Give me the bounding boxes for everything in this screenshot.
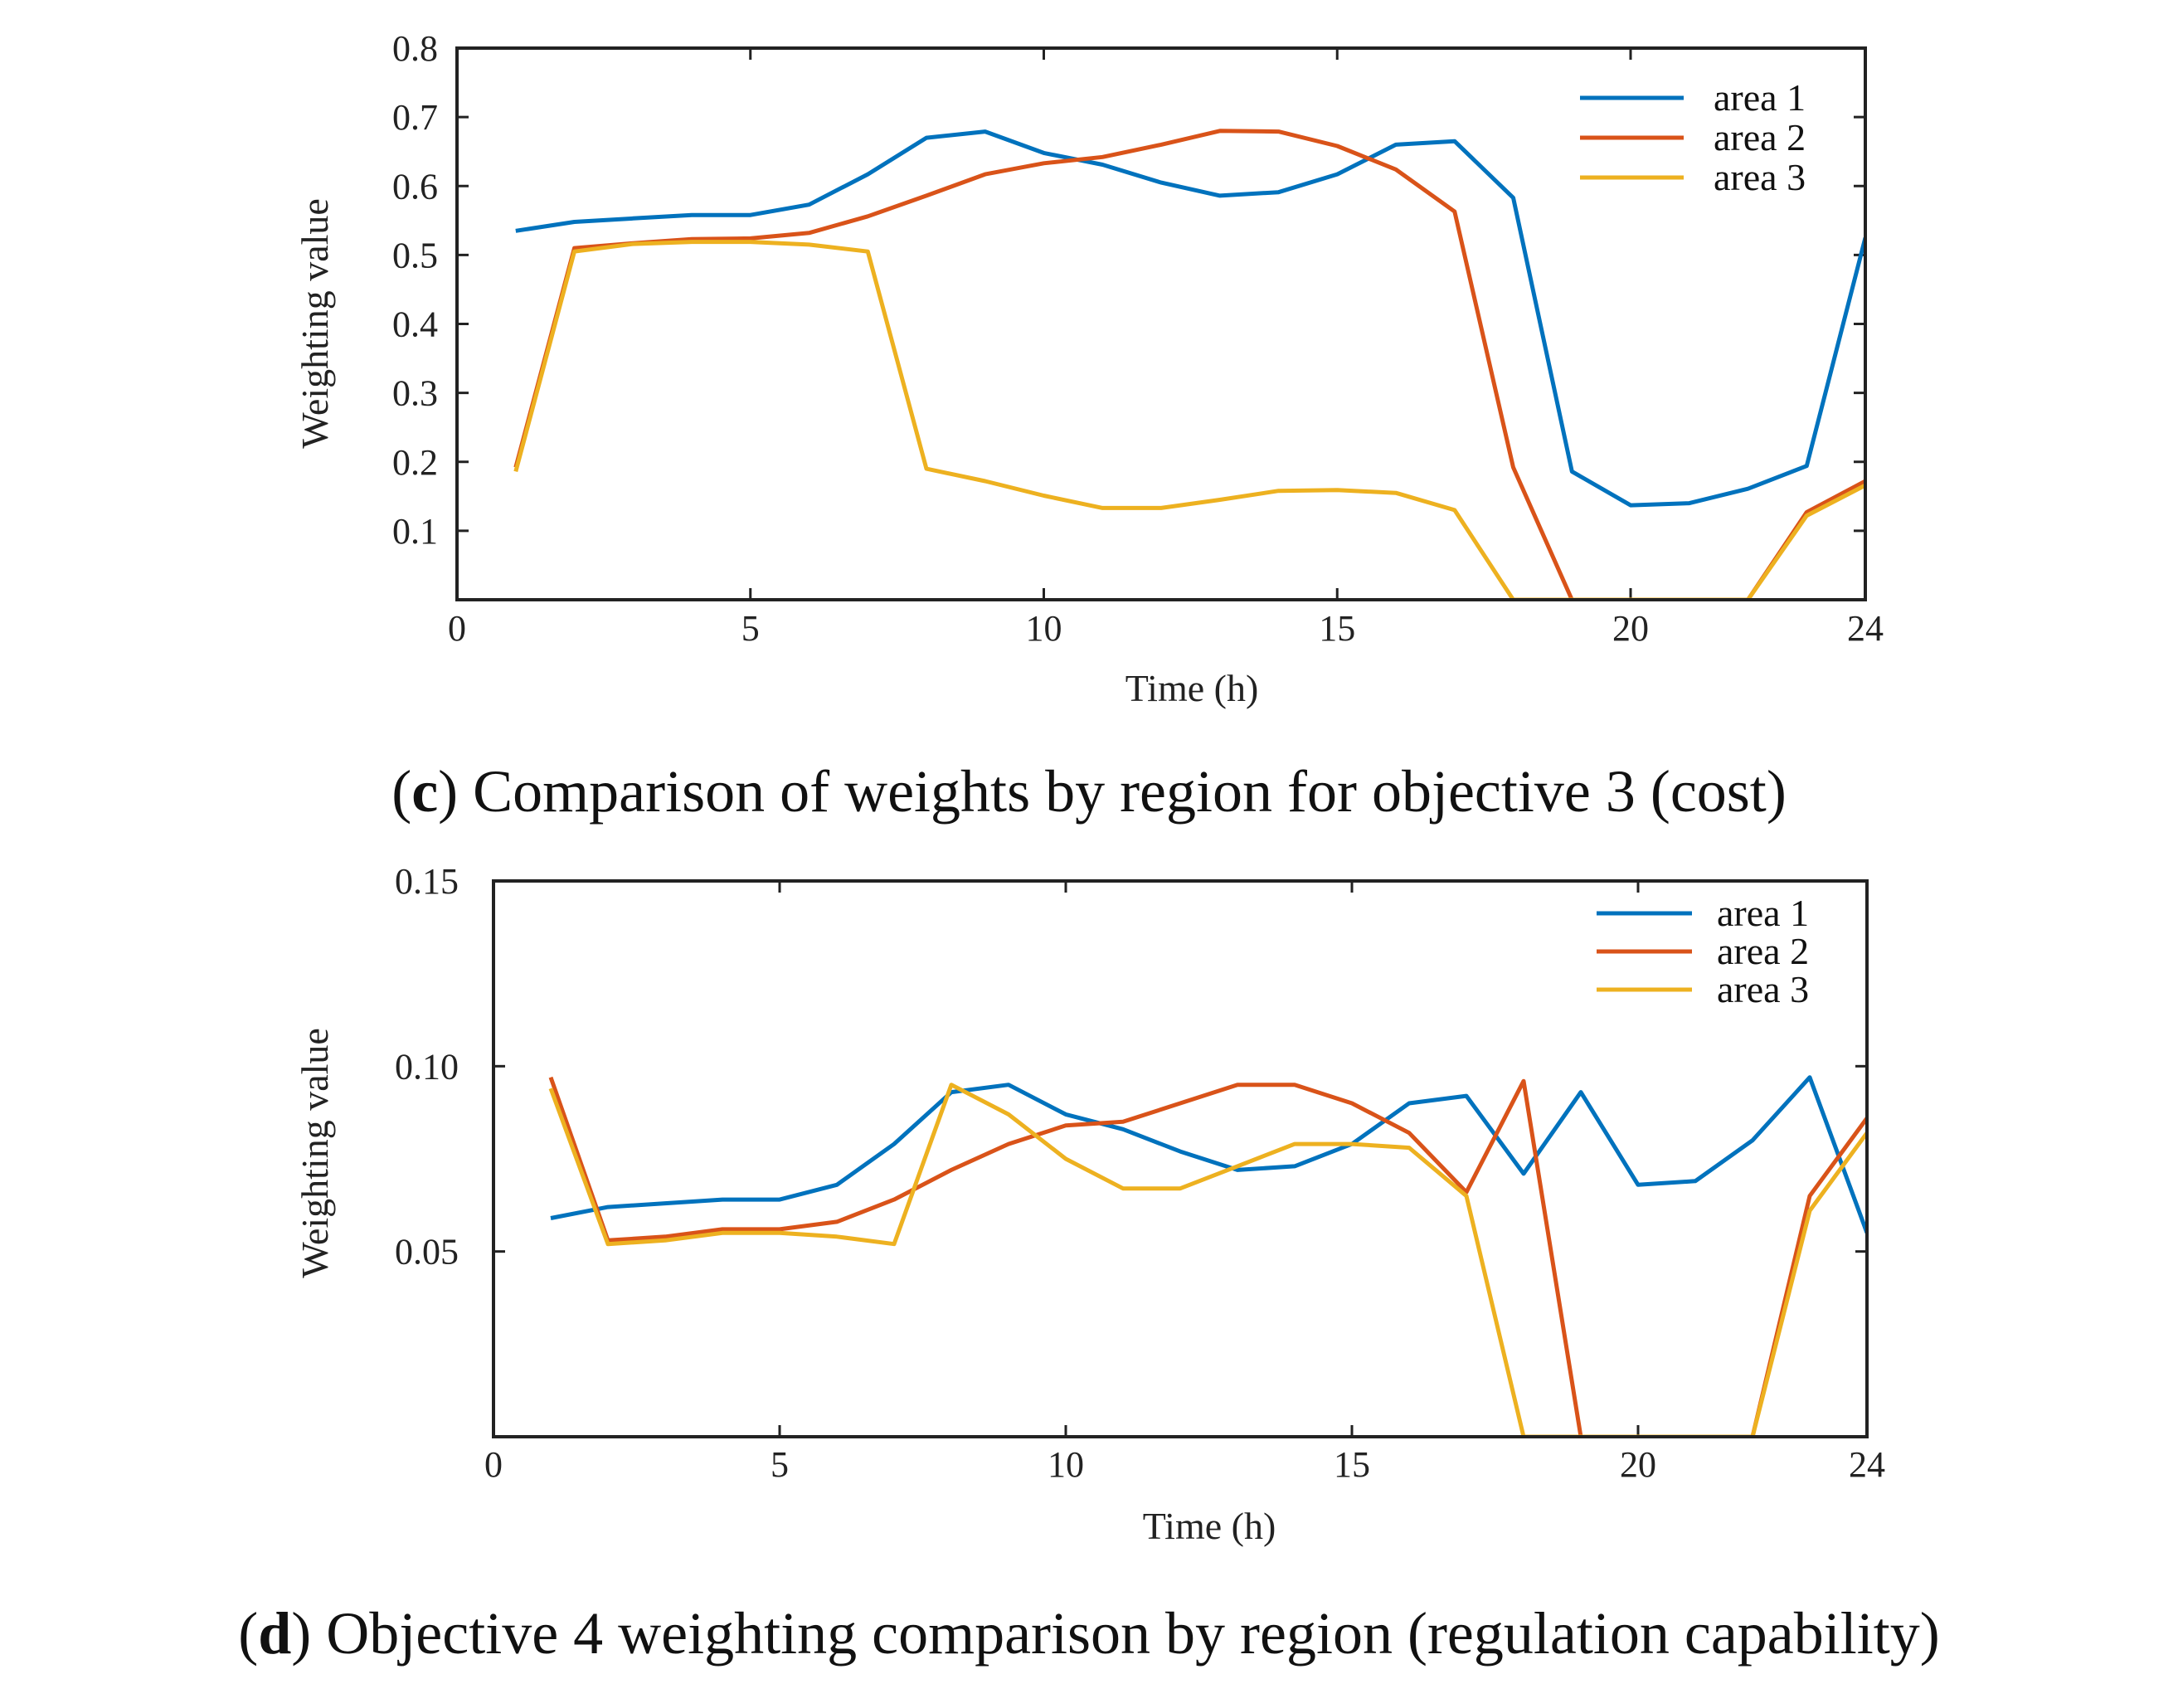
chart-d: 0.05 0.10 0.15 0 5 10 15 20 24 Time (h) Weighti… [238, 861, 1939, 1667]
chart-d-x-tick-label: 5 [771, 1444, 789, 1485]
chart-c-y-tick-label: 0.3 [392, 373, 438, 414]
chart-d-x-tick-label: 24 [1849, 1444, 1885, 1485]
chart-d-x-tick-label: 0 [484, 1444, 503, 1485]
chart-d-caption: (d) Objective 4 weighting comparison by … [238, 1600, 1939, 1667]
chart-d-series-area-3 [548, 1083, 1867, 1437]
chart-c-series-area-3 [513, 240, 1865, 600]
chart-c-lines [513, 129, 1865, 600]
chart-d-y-ticks: 0.05 0.10 0.15 [395, 861, 1867, 1272]
chart-c-y-axis-label: Weighting value [294, 198, 336, 449]
chart-c-x-tick-label: 10 [1026, 608, 1062, 649]
chart-d-y-tick-label: 0.05 [395, 1232, 459, 1272]
chart-c-legend-label-area-2: area 2 [1714, 116, 1806, 158]
chart-d-y-tick-label: 0.10 [395, 1046, 459, 1087]
chart-d-y-axis-label: Weighting value [294, 1028, 336, 1278]
chart-d-legend-label-area-1: area 1 [1717, 892, 1809, 934]
chart-c-x-tick-label: 5 [741, 608, 760, 649]
chart-d-series-area-1 [550, 1075, 1867, 1234]
chart-c-caption-letter: c [411, 758, 438, 825]
chart-c-y-tick-label: 0.5 [392, 235, 438, 275]
chart-c-x-axis-label: Time (h) [1125, 667, 1259, 709]
chart-c-x-tick-label: 15 [1319, 608, 1355, 649]
chart-d-lines [548, 1075, 1867, 1437]
chart-c-x-tick-label: 0 [448, 608, 466, 649]
chart-c-y-tick-label: 0.6 [392, 166, 438, 207]
chart-d-frame [492, 879, 1869, 1438]
chart-d-x-tick-label: 15 [1334, 1444, 1370, 1485]
chart-c-x-tick-label: 20 [1612, 608, 1649, 649]
chart-c-frame [455, 46, 1867, 601]
chart-d-caption-text: Objective 4 weighting comparison by regi… [326, 1600, 1939, 1667]
chart-d-x-ticks: 0 5 10 15 20 24 [484, 881, 1885, 1485]
chart-c-y-tick-label: 0.7 [392, 97, 438, 138]
chart-d-legend-label-area-3: area 3 [1717, 968, 1809, 1010]
chart-c-series-area-2 [513, 129, 1865, 600]
chart-d-series-area-2 [548, 1076, 1867, 1437]
chart-c-caption: (c) Comparison of weights by region for … [391, 758, 1787, 825]
chart-d-y-tick-label: 0.15 [395, 861, 459, 902]
chart-c-y-ticks: 0.1 0.2 0.3 0.4 0.5 0.6 0.7 0.8 [392, 28, 1865, 552]
chart-c-x-tick-label: 24 [1847, 608, 1884, 649]
chart-c-y-tick-label: 0.2 [392, 442, 438, 483]
chart-d-caption-letter: d [258, 1600, 291, 1667]
chart-c-y-tick-label: 0.4 [392, 304, 438, 345]
chart-c-legend-label-area-3: area 3 [1714, 156, 1806, 198]
chart-d-x-tick-label: 20 [1620, 1444, 1656, 1485]
chart-d-x-axis-label: Time (h) [1143, 1505, 1276, 1547]
chart-c-series-area-1 [515, 129, 1865, 508]
chart-c-legend-label-area-1: area 1 [1714, 76, 1806, 119]
chart-c-caption-text: Comparison of weights by region for obje… [473, 758, 1787, 825]
chart-c-y-tick-label: 0.1 [392, 511, 438, 552]
chart-d-x-tick-label: 10 [1048, 1444, 1084, 1485]
chart-c-x-ticks: 0 5 10 15 20 24 [448, 48, 1884, 649]
chart-d-legend-label-area-2: area 2 [1717, 930, 1809, 972]
chart-c: 0.1 0.2 0.3 0.4 0.5 0.6 0.7 0.8 0 5 10 15 20 24 Time… [294, 28, 1884, 825]
chart-c-y-tick-label: 0.8 [392, 28, 438, 69]
